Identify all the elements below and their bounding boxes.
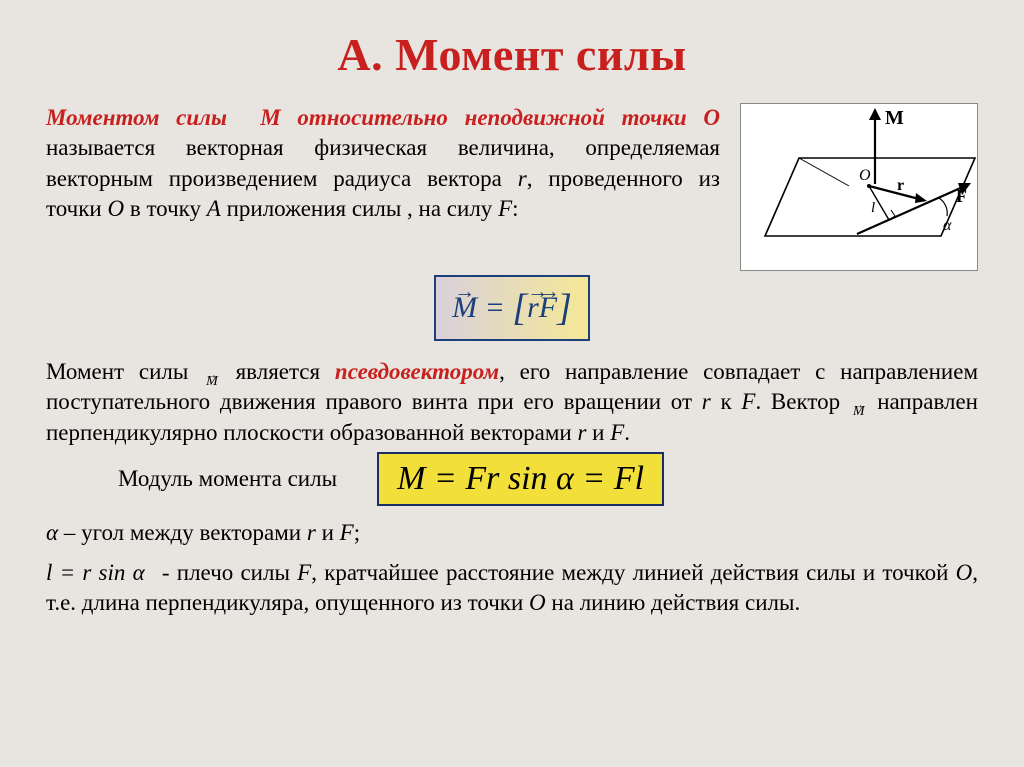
alpha-definition: α – угол между векторами r и F; (46, 520, 978, 546)
p1-t1: относительно неподвижной точки (297, 105, 703, 130)
sym-alpha: α (46, 520, 58, 545)
alpha-t2: и (316, 520, 340, 545)
paragraph-3: l = r sin α - плечо силы F, кратчайшее р… (46, 558, 978, 619)
svg-text:O: O (859, 167, 871, 184)
sym-F: F (498, 196, 512, 221)
p1-t4: в точку (124, 196, 207, 221)
svg-text:M: M (885, 107, 904, 129)
p3-t1: - плечо силы (155, 560, 297, 585)
svg-text:r: r (897, 177, 904, 194)
slide-title: А. Момент силы (46, 28, 978, 81)
sym-O: О (703, 105, 720, 130)
moment-diagram: M O r l F α (740, 103, 978, 271)
sym-F3: F (610, 420, 624, 445)
p2-t2: является (221, 359, 335, 384)
svg-text:l: l (871, 200, 875, 216)
sym-Mvec2: →M (853, 403, 865, 415)
p2-t8: . (624, 420, 630, 445)
sym-F4: F (340, 520, 354, 545)
sym-F5: F (297, 560, 311, 585)
alpha-t3: ; (354, 520, 360, 545)
sym-O4: О (529, 590, 546, 615)
term-moment: Моментом силы (46, 105, 227, 130)
svg-text:F: F (956, 186, 967, 206)
modulus-label: Модуль момента силы (118, 466, 337, 492)
p2-t5: . Вектор (755, 389, 849, 414)
sym-A: A (207, 196, 221, 221)
p1-t5: приложения силы , на силу (221, 196, 498, 221)
p1-colon: : (512, 196, 518, 221)
sym-O3: О (956, 560, 973, 585)
sym-Mvec: →M (206, 373, 218, 385)
p3-t4: на линию действия силы. (546, 590, 801, 615)
paragraph-1: Моментом силы M относительно неподвижной… (46, 103, 720, 224)
sym-M: M (260, 105, 280, 130)
p2-t1: Момент силы (46, 359, 203, 384)
sym-r2: r (702, 389, 711, 414)
sym-r4: r (307, 520, 316, 545)
p2-t7: и (586, 420, 610, 445)
sym-r: r (518, 166, 527, 191)
formula-arm: l = r sin α (46, 560, 145, 585)
formula-moment-modulus: M = Fr sin α = Fl (377, 452, 664, 506)
term-pseudovector: псевдовектором (335, 359, 499, 384)
formula-moment-vector: M = [rF] (434, 275, 590, 341)
sym-O2: О (107, 196, 124, 221)
p3-t2: , кратчайшее расстояние между линией дей… (311, 560, 955, 585)
alpha-t1: – угол между векторами (58, 520, 307, 545)
p2-t4: к (711, 389, 742, 414)
svg-text:α: α (943, 217, 952, 234)
paragraph-2: Момент силы →M является псевдовектором, … (46, 357, 978, 448)
sym-F2: F (741, 389, 755, 414)
